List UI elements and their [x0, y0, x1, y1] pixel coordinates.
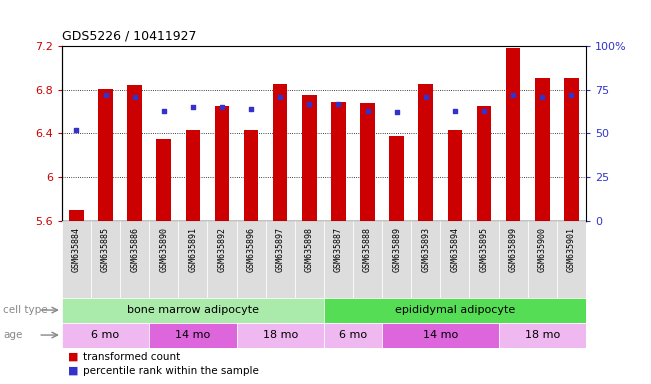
Bar: [448, 130, 462, 221]
Text: 14 mo: 14 mo: [422, 330, 458, 340]
Point: [71, 127, 81, 133]
Point: [246, 106, 256, 112]
Bar: [244, 130, 258, 221]
Bar: [236, 323, 324, 348]
Text: 6 mo: 6 mo: [91, 330, 120, 340]
Text: age: age: [3, 330, 23, 340]
Bar: [360, 103, 375, 221]
Point: [100, 92, 111, 98]
Point: [537, 94, 547, 100]
Point: [566, 92, 577, 98]
Point: [187, 104, 198, 110]
Bar: [499, 323, 586, 348]
Text: GSM635889: GSM635889: [392, 227, 401, 272]
Bar: [266, 221, 295, 298]
Text: 6 mo: 6 mo: [339, 330, 367, 340]
Text: percentile rank within the sample: percentile rank within the sample: [83, 366, 258, 376]
Point: [130, 94, 140, 100]
Bar: [91, 221, 120, 298]
Bar: [389, 136, 404, 221]
Bar: [273, 84, 288, 221]
Bar: [324, 298, 586, 323]
Point: [508, 92, 518, 98]
Text: GSM635895: GSM635895: [480, 227, 488, 272]
Bar: [324, 221, 353, 298]
Point: [363, 108, 373, 114]
Text: GSM635888: GSM635888: [363, 227, 372, 272]
Text: ■: ■: [68, 352, 83, 362]
Bar: [295, 221, 324, 298]
Text: GSM635894: GSM635894: [450, 227, 460, 272]
Text: GSM635892: GSM635892: [217, 227, 227, 272]
Bar: [98, 89, 113, 221]
Bar: [62, 323, 149, 348]
Bar: [69, 210, 84, 221]
Text: GSM635899: GSM635899: [508, 227, 518, 272]
Bar: [528, 221, 557, 298]
Bar: [324, 323, 382, 348]
Point: [450, 108, 460, 114]
Text: transformed count: transformed count: [83, 352, 180, 362]
Bar: [62, 298, 324, 323]
Bar: [178, 221, 208, 298]
Point: [333, 101, 344, 107]
Text: GSM635901: GSM635901: [567, 227, 576, 272]
Point: [304, 101, 314, 107]
Text: 14 mo: 14 mo: [175, 330, 210, 340]
Bar: [469, 221, 499, 298]
Bar: [411, 221, 440, 298]
Bar: [477, 106, 492, 221]
Bar: [186, 130, 200, 221]
Bar: [208, 221, 236, 298]
Point: [217, 104, 227, 110]
Bar: [353, 221, 382, 298]
Bar: [506, 48, 520, 221]
Text: GSM635887: GSM635887: [334, 227, 343, 272]
Text: GSM635900: GSM635900: [538, 227, 547, 272]
Text: GSM635893: GSM635893: [421, 227, 430, 272]
Point: [159, 108, 169, 114]
Bar: [302, 95, 316, 221]
Text: GSM635891: GSM635891: [188, 227, 197, 272]
Text: GSM635896: GSM635896: [247, 227, 256, 272]
Text: GSM635885: GSM635885: [101, 227, 110, 272]
Text: GSM635884: GSM635884: [72, 227, 81, 272]
Bar: [215, 106, 229, 221]
Text: 18 mo: 18 mo: [262, 330, 298, 340]
Text: GDS5226 / 10411927: GDS5226 / 10411927: [62, 29, 197, 42]
Bar: [419, 84, 433, 221]
Bar: [382, 221, 411, 298]
Bar: [382, 323, 499, 348]
Bar: [236, 221, 266, 298]
Bar: [149, 221, 178, 298]
Bar: [120, 221, 149, 298]
Bar: [557, 221, 586, 298]
Text: GSM635890: GSM635890: [159, 227, 168, 272]
Bar: [331, 102, 346, 221]
Bar: [440, 221, 469, 298]
Bar: [499, 221, 528, 298]
Point: [275, 94, 285, 100]
Text: epididymal adipocyte: epididymal adipocyte: [395, 305, 515, 315]
Text: 18 mo: 18 mo: [525, 330, 560, 340]
Bar: [62, 221, 91, 298]
Bar: [535, 78, 549, 221]
Point: [391, 109, 402, 116]
Bar: [156, 139, 171, 221]
Text: GSM635886: GSM635886: [130, 227, 139, 272]
Text: ■: ■: [68, 366, 83, 376]
Bar: [564, 78, 579, 221]
Bar: [128, 85, 142, 221]
Bar: [149, 323, 236, 348]
Text: cell type: cell type: [3, 305, 48, 315]
Point: [421, 94, 431, 100]
Point: [478, 108, 489, 114]
Text: GSM635898: GSM635898: [305, 227, 314, 272]
Text: GSM635897: GSM635897: [276, 227, 284, 272]
Text: bone marrow adipocyte: bone marrow adipocyte: [127, 305, 259, 315]
